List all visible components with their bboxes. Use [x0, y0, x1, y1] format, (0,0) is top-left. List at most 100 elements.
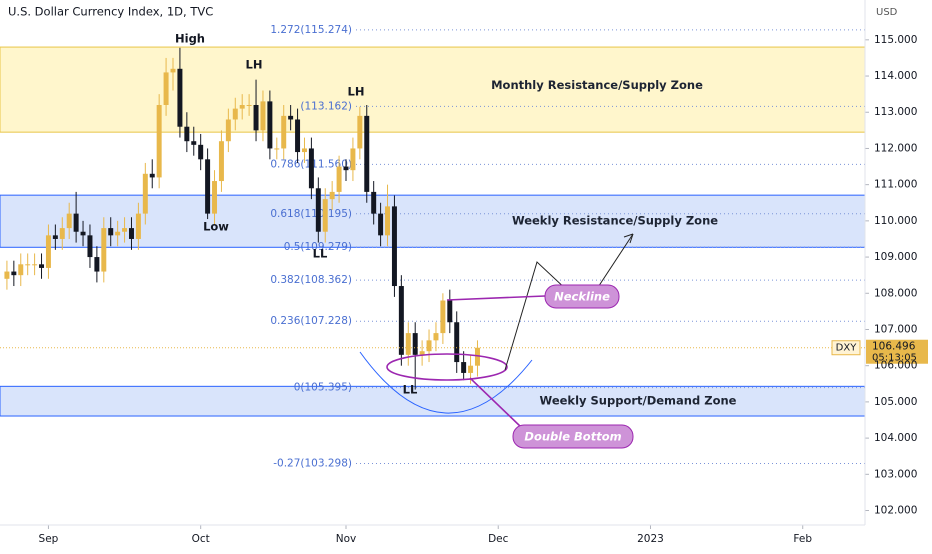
candle-body: [156, 105, 162, 178]
candle-body: [184, 126, 190, 142]
candle-body: [474, 347, 480, 366]
candle-body: [364, 115, 370, 192]
candle-body: [45, 235, 51, 268]
countdown: 05:13:05: [872, 353, 917, 364]
candle-body: [108, 228, 114, 236]
annotation: High: [175, 32, 205, 46]
candle-body: [198, 144, 204, 160]
fib-label: 0(105.395): [294, 382, 352, 394]
candle-body: [59, 228, 65, 239]
callout-line: [469, 377, 523, 429]
fib-label: 0.5(109.279): [284, 241, 352, 253]
candle-body: [426, 340, 432, 352]
candle-body: [301, 148, 307, 153]
candle-body: [412, 333, 418, 355]
y-tick-label: 108.000: [874, 287, 917, 299]
fib-label: 0.618(110.195): [270, 208, 352, 220]
fib-label: 0.236(107.228): [270, 315, 352, 327]
candle-body: [25, 264, 31, 266]
candle-body: [205, 159, 211, 214]
candle-body: [142, 173, 148, 214]
candle-body: [350, 148, 356, 171]
candle-body: [391, 206, 397, 287]
candle-body: [128, 228, 134, 239]
candle-body: [378, 213, 384, 236]
candle-body: [454, 322, 460, 363]
callout-line: [446, 295, 546, 301]
candle-body: [135, 213, 141, 239]
candle-body: [267, 101, 273, 149]
candle-body: [322, 199, 328, 232]
candle-body: [274, 148, 280, 150]
x-tick-label: Oct: [192, 533, 210, 545]
candle-body: [212, 181, 218, 214]
zone-label: Weekly Resistance/Supply Zone: [512, 214, 718, 228]
candle-body: [225, 119, 231, 142]
zone-label: Weekly Support/Demand Zone: [540, 394, 737, 408]
candle-body: [371, 191, 377, 214]
y-tick-label: 103.000: [874, 468, 917, 480]
annotation: LH: [348, 85, 365, 99]
chart-title: U.S. Dollar Currency Index, 1D, TVC: [8, 5, 213, 19]
candle-body: [163, 72, 169, 105]
candle-body: [447, 300, 453, 323]
fib-label: (113.162): [300, 100, 352, 112]
y-tick-label: 104.000: [874, 432, 917, 444]
x-tick-label: 2023: [637, 533, 664, 545]
candle-body: [281, 115, 287, 149]
candle-body: [315, 188, 321, 232]
zone-label: Monthly Resistance/Supply Zone: [491, 78, 703, 92]
candle-body: [149, 173, 155, 178]
x-tick-label: Sep: [39, 533, 59, 545]
callout: [544, 284, 620, 309]
candle-body: [52, 235, 58, 239]
annotation: Low: [203, 220, 229, 234]
price-badge: [866, 339, 928, 364]
y-tick-label: 106.000: [874, 360, 917, 372]
candle-body: [308, 148, 314, 189]
symbol-badge: [831, 340, 861, 356]
y-tick-label: 112.000: [874, 142, 917, 154]
zone: [0, 194, 866, 248]
y-tick-label: 115.000: [874, 34, 917, 46]
candle-body: [329, 191, 335, 200]
double-bottom-ellipse: [386, 353, 508, 381]
candle-body: [433, 333, 439, 341]
candle-body: [385, 206, 391, 236]
candle-body: [73, 213, 79, 232]
candle-body: [177, 68, 183, 127]
y-tick-label: 102.000: [874, 505, 917, 517]
x-tick-label: Nov: [336, 533, 357, 545]
candle-body: [32, 264, 38, 266]
price-label: 106.496: [872, 341, 916, 353]
candle-body: [170, 68, 176, 73]
candle-body: [122, 228, 128, 232]
fib-label: 0.382(108.362): [270, 274, 352, 286]
candle-body: [94, 257, 100, 272]
y-tick-label: 109.000: [874, 251, 917, 263]
candle-body: [4, 271, 10, 279]
candle-body: [405, 333, 411, 355]
candle-body: [357, 115, 363, 149]
y-tick-label: 113.000: [874, 106, 917, 118]
callout: [512, 424, 634, 449]
candle-body: [260, 101, 266, 131]
candle-body: [461, 362, 467, 373]
currency: USD: [876, 7, 898, 18]
y-tick-label: 110.000: [874, 215, 917, 227]
candle-body: [101, 228, 107, 272]
candle-body: [39, 264, 45, 268]
candle-body: [218, 141, 224, 182]
candle-body: [288, 115, 294, 120]
candle-body: [18, 264, 24, 276]
x-tick-label: Dec: [488, 533, 509, 545]
candle-body: [246, 105, 252, 106]
zone: [0, 46, 866, 133]
candle-body: [232, 108, 238, 120]
candle-body: [239, 105, 245, 109]
annotation: LL: [403, 383, 418, 397]
candle-body: [343, 166, 349, 171]
arrow-head: [623, 233, 634, 244]
candle-body: [253, 105, 259, 131]
